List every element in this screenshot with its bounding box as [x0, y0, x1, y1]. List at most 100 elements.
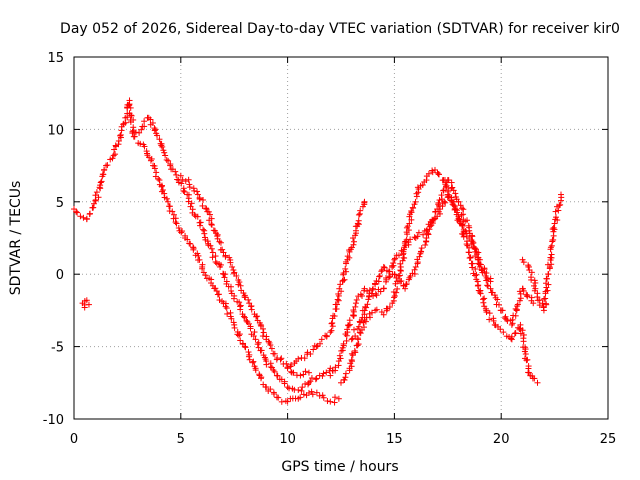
data-point — [235, 332, 242, 339]
data-point — [522, 351, 529, 358]
data-point — [357, 330, 364, 337]
data-point — [460, 231, 467, 238]
data-point — [161, 149, 168, 156]
data-point — [147, 157, 154, 164]
data-point — [391, 256, 398, 263]
data-point — [186, 184, 193, 191]
data-point — [483, 274, 490, 281]
data-point — [383, 274, 390, 281]
data-point — [354, 342, 361, 349]
data-point — [288, 361, 295, 368]
data-point — [209, 254, 216, 261]
data-point — [175, 225, 182, 232]
data-point — [141, 143, 148, 150]
data-point — [348, 350, 355, 357]
data-point — [542, 288, 549, 295]
data-point — [351, 347, 358, 354]
data-point — [468, 260, 475, 267]
data-point — [216, 297, 223, 304]
data-point — [97, 182, 104, 189]
data-point — [373, 292, 380, 299]
data-point — [380, 285, 387, 292]
data-point — [459, 221, 466, 228]
data-point — [528, 269, 535, 276]
data-point — [376, 273, 383, 280]
data-point — [297, 394, 304, 401]
data-point — [552, 214, 559, 221]
data-point — [391, 271, 398, 278]
data-point — [227, 259, 234, 266]
data-point — [222, 271, 229, 278]
data-point — [408, 216, 415, 223]
data-point — [154, 132, 161, 139]
data-point — [409, 204, 416, 211]
data-point — [149, 119, 156, 126]
data-point — [163, 195, 170, 202]
data-point — [391, 293, 398, 300]
data-point — [348, 363, 355, 370]
data-point — [224, 310, 231, 317]
data-point — [251, 329, 258, 336]
data-point — [305, 389, 312, 396]
data-point — [558, 191, 565, 198]
data-point — [151, 127, 158, 134]
data-point — [252, 367, 259, 374]
data-point — [378, 268, 385, 275]
data-point — [92, 192, 99, 199]
data-point — [284, 384, 291, 391]
data-point — [394, 285, 401, 292]
data-point — [364, 301, 371, 308]
data-point — [377, 288, 384, 295]
data-point — [329, 323, 336, 330]
x-tick-label: 5 — [177, 432, 185, 447]
data-point — [253, 313, 260, 320]
data-point — [307, 378, 314, 385]
data-point — [185, 198, 192, 205]
data-point — [391, 255, 398, 262]
data-point — [490, 317, 497, 324]
data-point — [127, 118, 134, 125]
data-point — [328, 320, 335, 327]
data-point — [352, 300, 359, 307]
data-point — [338, 347, 345, 354]
data-point — [237, 282, 244, 289]
data-point — [206, 211, 213, 218]
data-point — [250, 333, 257, 340]
data-point — [499, 307, 506, 314]
data-point — [466, 249, 473, 256]
data-point — [141, 118, 148, 125]
data-point — [545, 281, 552, 288]
data-point — [129, 128, 136, 135]
data-point — [520, 259, 527, 266]
data-point — [361, 198, 368, 205]
y-axis-label: SDTVAR / TECUs — [8, 181, 24, 296]
data-point — [196, 256, 203, 263]
data-point — [523, 357, 530, 364]
y-tick-label: 0 — [56, 268, 64, 283]
data-point — [548, 261, 555, 268]
data-point — [395, 252, 402, 259]
x-tick-label: 15 — [386, 432, 403, 447]
data-point — [549, 226, 556, 233]
data-point — [343, 337, 350, 344]
data-point — [517, 330, 524, 337]
data-point — [331, 399, 338, 406]
data-point — [366, 290, 373, 297]
data-point — [555, 207, 562, 214]
data-point — [524, 293, 531, 300]
data-point — [127, 104, 134, 111]
data-point — [181, 188, 188, 195]
data-point — [187, 240, 194, 247]
data-point — [237, 302, 244, 309]
data-point — [365, 296, 372, 303]
data-point — [450, 187, 457, 194]
data-point — [317, 340, 324, 347]
data-point — [452, 190, 459, 197]
data-point — [167, 162, 174, 169]
data-point — [400, 246, 407, 253]
data-point — [342, 265, 349, 272]
data-point — [534, 294, 541, 301]
data-point — [324, 398, 331, 405]
data-point — [185, 176, 192, 183]
data-point — [80, 214, 87, 221]
